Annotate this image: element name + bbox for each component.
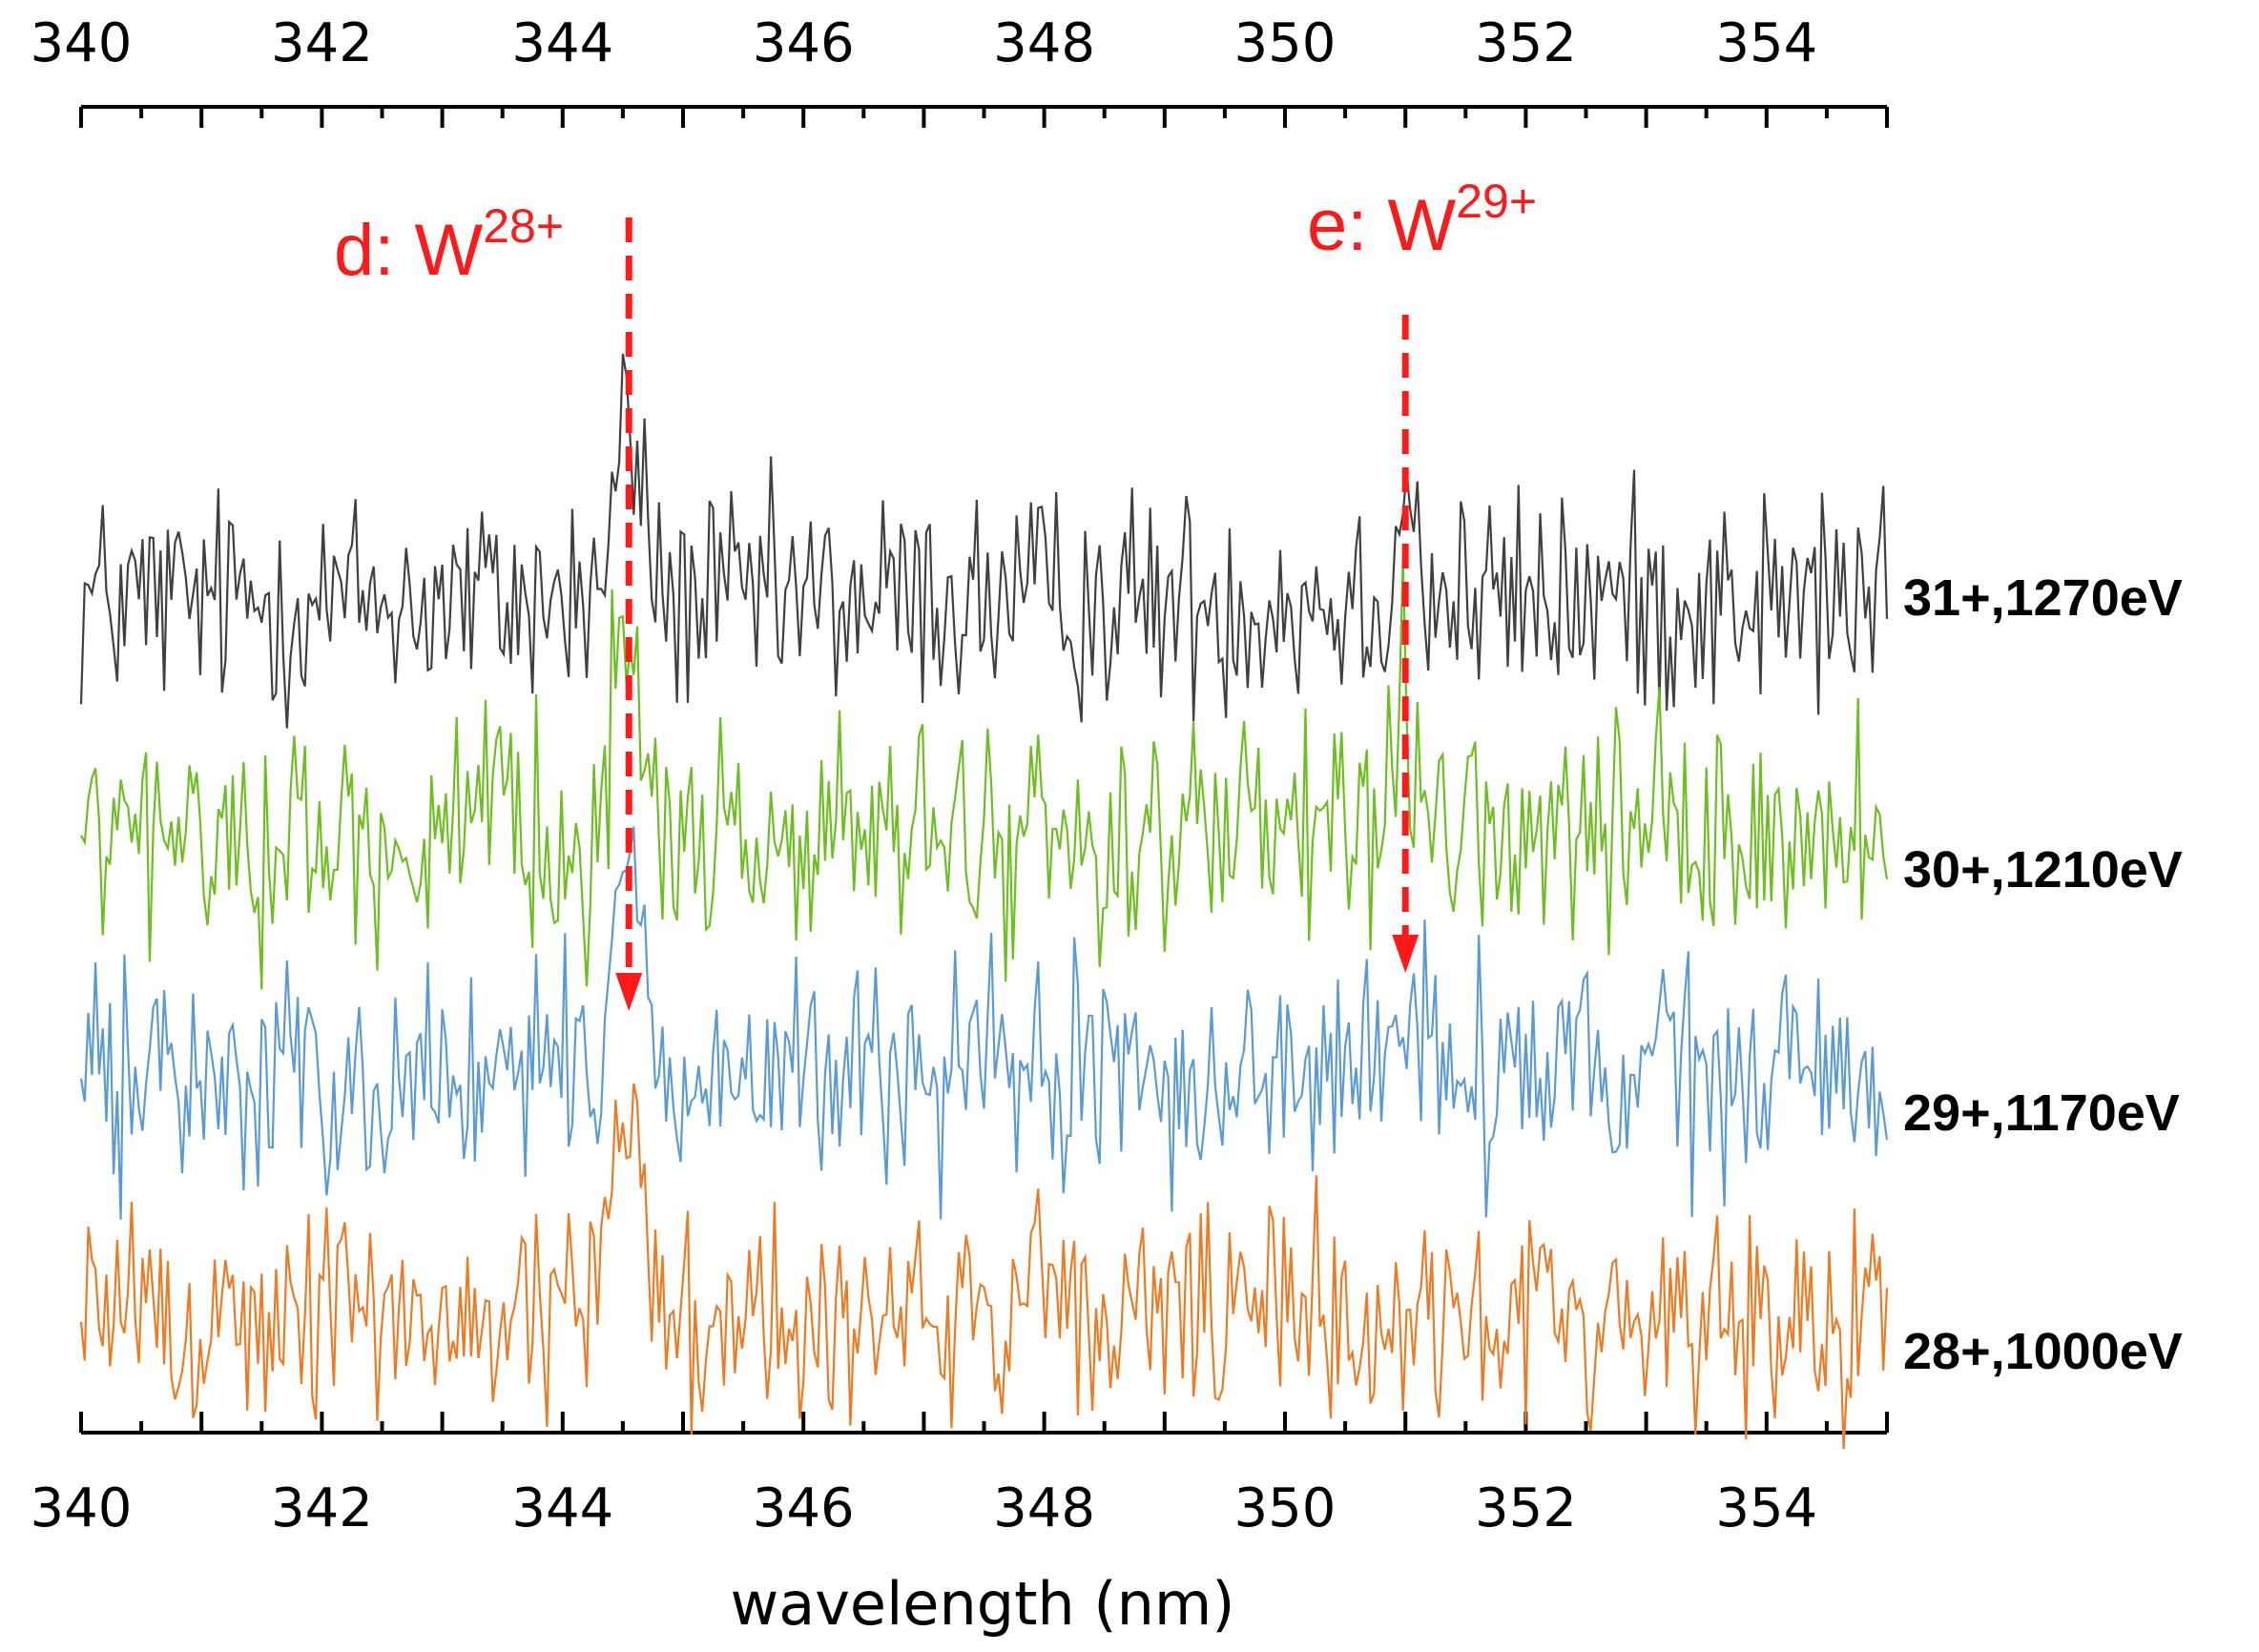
peak-label-prefix: e: W (1307, 185, 1456, 266)
peak-arrow-head (1392, 935, 1420, 973)
bottom-tick-label: 354 (1715, 1477, 1817, 1539)
series-lines (79, 353, 1889, 1450)
top-axis-ticks (79, 107, 1889, 128)
bottom-axis-ticks (79, 1412, 1889, 1433)
series-line (79, 353, 1889, 729)
bottom-tick-label: 344 (511, 1477, 613, 1539)
top-tick-label: 348 (993, 12, 1095, 74)
top-tick-label: 352 (1475, 12, 1577, 74)
peak-label: e: W29+ (1307, 175, 1537, 266)
peak-annotations: d: W28+ e: W29+ (334, 175, 1537, 1011)
bottom-axis-tick-labels: 340 342 344 346 348 350 352 354 (31, 1477, 1818, 1539)
x-axis-title: wavelength (nm) (731, 1569, 1235, 1639)
peak-arrow-head (615, 973, 643, 1011)
bottom-tick-label: 342 (271, 1477, 373, 1539)
series-line (79, 826, 1889, 1220)
top-axis: 340 342 344 346 348 350 352 354 (31, 12, 1889, 128)
series-line (79, 1083, 1889, 1450)
top-tick-label: 342 (271, 12, 373, 74)
bottom-tick-label: 352 (1475, 1477, 1577, 1539)
bottom-tick-label: 350 (1234, 1477, 1337, 1539)
top-tick-label: 340 (31, 12, 133, 74)
peak-label-prefix: d: W (334, 210, 483, 291)
top-tick-label: 344 (511, 12, 613, 74)
series-label: 28+,1000eV (1903, 1323, 2183, 1380)
top-tick-label: 354 (1715, 12, 1817, 74)
peak-label-charge: 28+ (483, 199, 564, 253)
bottom-tick-label: 348 (993, 1477, 1095, 1539)
top-axis-tick-labels: 340 342 344 346 348 350 352 354 (31, 12, 1818, 74)
series-label: 31+,1270eV (1903, 569, 2183, 627)
top-tick-label: 350 (1234, 12, 1337, 74)
peak-label-charge: 29+ (1456, 175, 1537, 228)
series-label: 29+,1170eV (1903, 1084, 2180, 1142)
bottom-tick-label: 340 (31, 1477, 133, 1539)
bottom-tick-label: 346 (753, 1477, 855, 1539)
top-tick-label: 346 (753, 12, 855, 74)
peak-label: d: W28+ (334, 199, 564, 291)
bottom-axis: 340 342 344 346 348 350 352 354 (31, 1412, 1889, 1539)
series-labels: 31+,1270eV 30+,1210eV 29+,1170eV 28+,1000eV (1903, 569, 2183, 1380)
series-label: 30+,1210eV (1903, 841, 2183, 898)
series-line (80, 556, 1889, 990)
